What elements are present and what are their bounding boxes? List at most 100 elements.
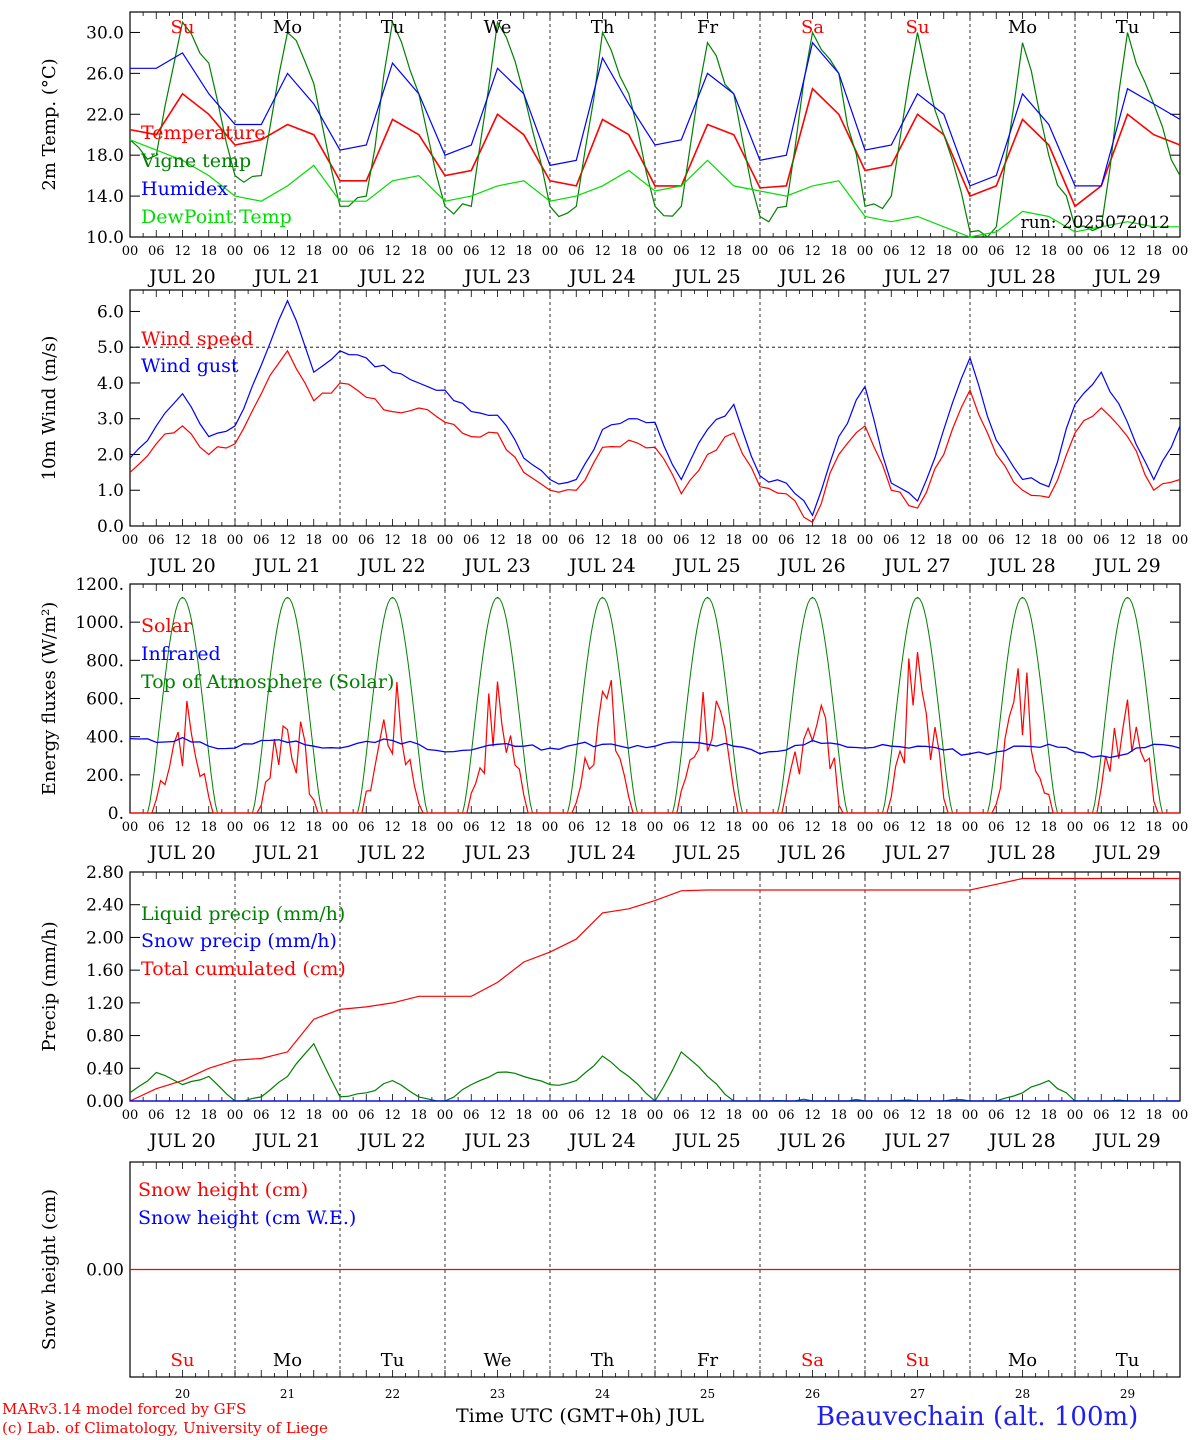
hour-tick-label: 18 — [1040, 1108, 1057, 1123]
hour-tick-label: 18 — [305, 1108, 322, 1123]
hour-tick-label: 06 — [253, 533, 270, 548]
panel-1-y-tick-label: 10.0 — [86, 228, 124, 248]
hour-tick-label: 12 — [384, 244, 401, 259]
hour-tick-label: 00 — [962, 1108, 979, 1123]
hour-tick-label: 00 — [542, 820, 559, 835]
hour-tick-label: 00 — [332, 244, 349, 259]
hour-tick-label: 00 — [542, 244, 559, 259]
date-label: JUL 23 — [462, 842, 530, 864]
hour-tick-label: 00 — [227, 244, 244, 259]
hour-tick-label: 00 — [227, 1108, 244, 1123]
date-label: JUL 22 — [357, 266, 425, 288]
weekday-label-top: Tu — [1116, 17, 1140, 38]
hour-tick-label: 00 — [437, 820, 454, 835]
date-label: JUL 26 — [777, 555, 845, 577]
hour-tick-label: 12 — [594, 1108, 611, 1123]
date-label: JUL 27 — [882, 555, 950, 577]
weekday-label-bottom: Mo — [273, 1350, 302, 1371]
hour-tick-label: 18 — [200, 244, 217, 259]
date-label: JUL 21 — [252, 555, 320, 577]
hour-tick-label: 18 — [830, 820, 847, 835]
weekday-label-top: Su — [171, 17, 195, 38]
hour-tick-label: 00 — [122, 244, 139, 259]
panel-1-y-tick-label: 26.0 — [86, 64, 124, 84]
hour-tick-label: 12 — [1014, 244, 1031, 259]
hour-tick-label: 12 — [699, 820, 716, 835]
date-number-label: 20 — [175, 1387, 190, 1401]
hour-tick-label: 18 — [410, 820, 427, 835]
panel-1-y-tick-label: 14.0 — [86, 187, 124, 207]
hour-tick-label: 18 — [830, 1108, 847, 1123]
hour-tick-label: 12 — [1014, 1108, 1031, 1123]
hour-tick-label: 18 — [830, 244, 847, 259]
date-label: JUL 27 — [882, 1130, 950, 1152]
weekday-label-top: Fr — [697, 17, 718, 38]
panel-4-y-tick-label: 2.40 — [86, 896, 124, 916]
weekday-label-bottom: Mo — [1008, 1350, 1037, 1371]
hour-tick-label: 18 — [935, 1108, 952, 1123]
hour-tick-label: 12 — [699, 1108, 716, 1123]
hour-tick-label: 00 — [647, 820, 664, 835]
hour-tick-label: 00 — [1067, 533, 1084, 548]
panel-1-y-axis-label: 2m Temp. (°C) — [39, 58, 60, 190]
date-number-label: 22 — [385, 1387, 400, 1401]
hour-tick-label: 12 — [279, 820, 296, 835]
hour-tick-label: 18 — [1040, 244, 1057, 259]
date-label: JUL 26 — [777, 266, 845, 288]
total-cumulated-cm--line — [129, 877, 1180, 1102]
date-label: JUL 29 — [1092, 1130, 1160, 1152]
hour-tick-label: 06 — [673, 533, 690, 548]
date-label: JUL 27 — [882, 842, 950, 864]
model-credit: MARv3.14 model forced by GFS — [2, 1400, 247, 1418]
date-label: JUL 29 — [1092, 842, 1160, 864]
panel-3-y-tick-label: 200. — [86, 766, 124, 786]
hour-tick-label: 06 — [1093, 244, 1110, 259]
hour-tick-label: 18 — [515, 244, 532, 259]
hour-tick-label: 00 — [1067, 820, 1084, 835]
hour-tick-label: 06 — [463, 820, 480, 835]
run-annotation: run: 2025072012 — [1021, 213, 1170, 233]
hour-tick-label: 00 — [962, 244, 979, 259]
legend-entry: DewPoint Temp — [141, 206, 292, 228]
hour-tick-label: 12 — [804, 244, 821, 259]
hour-tick-label: 00 — [122, 533, 139, 548]
hour-tick-label: 18 — [305, 244, 322, 259]
weekday-label-bottom: Sa — [801, 1350, 824, 1371]
hour-tick-label: 06 — [673, 1108, 690, 1123]
panel-4-y-tick-label: 2.00 — [86, 928, 124, 948]
hour-tick-label: 06 — [988, 820, 1005, 835]
panel-3-y-tick-label: 1000. — [75, 613, 124, 633]
panel-2-y-tick-label: 1.0 — [97, 481, 124, 501]
panel-1-y-tick-label: 22.0 — [86, 105, 124, 125]
hour-tick-label: 18 — [935, 533, 952, 548]
infrared-line — [129, 736, 1181, 759]
hour-tick-label: 12 — [489, 533, 506, 548]
panel-3-y-tick-label: 600. — [86, 690, 124, 710]
date-label: JUL 25 — [672, 842, 740, 864]
hour-tick-label: 18 — [410, 1108, 427, 1123]
dewpoint-temp-line — [129, 139, 1180, 238]
hour-tick-label: 00 — [752, 533, 769, 548]
hour-tick-label: 00 — [122, 1108, 139, 1123]
panel-4-y-tick-label: 0.80 — [86, 1027, 124, 1047]
hour-tick-label: 12 — [174, 820, 191, 835]
hour-tick-label: 12 — [1119, 533, 1136, 548]
hour-tick-label: 12 — [909, 820, 926, 835]
date-label: JUL 20 — [147, 266, 215, 288]
date-label: JUL 24 — [567, 555, 635, 577]
hour-tick-label: 18 — [1145, 1108, 1162, 1123]
weekday-label-top: Sa — [801, 17, 824, 38]
date-label: JUL 23 — [462, 266, 530, 288]
weekday-label-bottom: We — [484, 1350, 512, 1371]
hour-tick-label: 00 — [1172, 533, 1189, 548]
hour-tick-label: 00 — [1067, 244, 1084, 259]
hour-tick-label: 06 — [673, 244, 690, 259]
panel-3-y-tick-label: 400. — [86, 728, 124, 748]
hour-tick-label: 00 — [437, 244, 454, 259]
hour-tick-label: 06 — [253, 1108, 270, 1123]
date-label: JUL 25 — [672, 555, 740, 577]
hour-tick-label: 18 — [515, 1108, 532, 1123]
hour-tick-label: 18 — [1145, 244, 1162, 259]
weekday-label-bottom: Su — [906, 1350, 930, 1371]
hour-tick-label: 06 — [148, 1108, 165, 1123]
